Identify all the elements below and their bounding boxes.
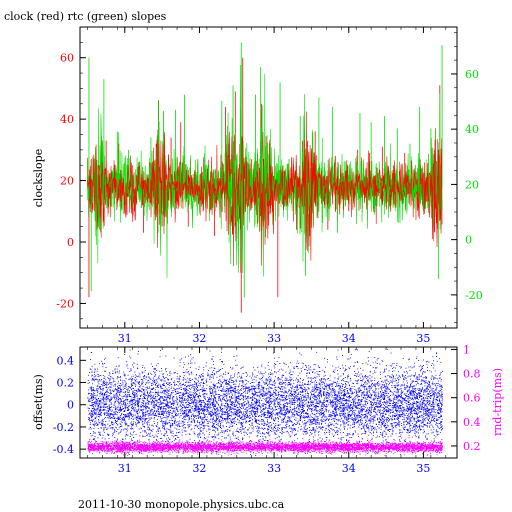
- y2-tick-label: 0.6: [463, 392, 481, 405]
- y2-tick-label: 0: [465, 234, 472, 247]
- x-tick-label: 35: [416, 332, 430, 345]
- x-tick-label: 32: [192, 332, 206, 345]
- x-tick-label: 34: [342, 462, 356, 475]
- top-ticks: 31 32 33 34 35 -20 0 20 40 60 -20 0 20 40 60: [56, 27, 483, 345]
- y-tick-label: 20: [60, 175, 74, 188]
- y-tick-label: -20: [56, 297, 74, 310]
- y2-tick-label: 40: [465, 123, 479, 136]
- x-tick-label: 35: [416, 462, 430, 475]
- bottom-offset-series: [87, 348, 443, 456]
- footer-text: 2011-10-30 monopole.physics.ubc.ca: [78, 498, 285, 511]
- y2-tick-label: 60: [465, 68, 479, 81]
- y2-tick-label: -20: [465, 289, 483, 302]
- y-tick-label: 0: [67, 236, 74, 249]
- y-tick-label: 40: [60, 113, 74, 126]
- x-tick-label: 33: [267, 462, 281, 475]
- bottom-rndtrip-series: [87, 438, 443, 456]
- x-tick-label: 31: [118, 462, 132, 475]
- bottom-plot-frame: [79, 346, 458, 459]
- bottom-y2-axis-label: rnd-trip(ms): [491, 368, 504, 436]
- y2-tick-label: 0.8: [463, 368, 481, 381]
- y2-tick-label: 0.4: [463, 416, 481, 429]
- series-line: [87, 131, 443, 266]
- x-tick-label: 32: [192, 462, 206, 475]
- page-title: clock (red) rtc (green) slopes: [4, 10, 167, 23]
- top-chart: 31 32 33 34 35 -20 0 20 40 60 -20 0 20 40 60 clockslop…: [32, 26, 483, 345]
- top-rtc-series: [87, 42, 443, 298]
- top-clock-overlay: [87, 131, 443, 266]
- y2-tick-label: 1: [463, 343, 470, 356]
- y-tick-label: 0.2: [57, 377, 75, 390]
- x-tick-label: 31: [118, 332, 132, 345]
- y-tick-label: -0.4: [53, 443, 74, 456]
- scatter-points: [87, 438, 443, 456]
- y2-tick-label: 20: [465, 178, 479, 191]
- y-tick-label: 60: [60, 52, 74, 65]
- top-plot-frame: [79, 26, 458, 329]
- top-y-axis-label: clockslope: [32, 149, 45, 207]
- y-tick-label: 0.4: [57, 354, 75, 367]
- bottom-ticks: 31 32 33 34 35 -0.4 -0.2 0 0.2 0.4 0.2 0.4 0.6 0.8 1: [53, 343, 481, 475]
- bottom-y-axis-label: offset(ms): [32, 374, 45, 430]
- y-tick-label: -0.2: [53, 421, 74, 434]
- scatter-points: [87, 348, 443, 456]
- x-tick-label: 33: [267, 332, 281, 345]
- x-tick-label: 34: [342, 332, 356, 345]
- series-line: [87, 64, 443, 278]
- y-tick-label: 0: [67, 399, 74, 412]
- bottom-chart: 31 32 33 34 35 -0.4 -0.2 0 0.2 0.4 0.2 0.4 0.6 0.8 1 o…: [32, 343, 504, 475]
- y2-tick-label: 0.2: [463, 440, 481, 453]
